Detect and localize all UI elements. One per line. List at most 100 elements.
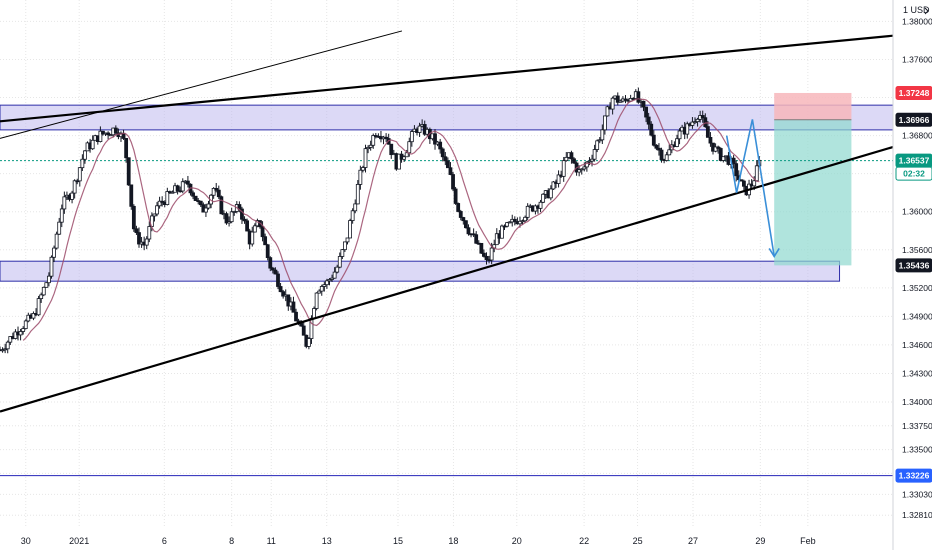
candle-body	[445, 160, 450, 169]
candle-body	[252, 225, 257, 233]
candle-body	[657, 147, 661, 151]
price-tag-label: 1.37248	[899, 88, 930, 98]
candle-body	[525, 205, 530, 218]
price-tag-label: 1.33226	[899, 471, 930, 481]
candle-body	[335, 266, 340, 273]
candle-body	[579, 168, 584, 171]
candle-body	[276, 273, 280, 287]
candle-body	[734, 163, 739, 177]
candle-body	[500, 225, 504, 239]
candle-body	[170, 191, 175, 194]
candle-body	[384, 136, 389, 139]
candle-body	[623, 98, 628, 101]
candle-body	[443, 156, 448, 162]
candle-body	[348, 220, 352, 239]
candle-body	[590, 158, 594, 162]
candle-body	[651, 134, 656, 146]
moving-average	[22, 98, 760, 341]
candle-body	[281, 291, 286, 297]
candle-body	[667, 149, 672, 156]
time-axis[interactable]: 30 2021 6 8 11 13 15 18 20 22 25 27 29 Feb	[21, 536, 816, 546]
candle-body	[317, 290, 322, 294]
candle-body	[90, 139, 95, 150]
candle-body	[8, 336, 13, 343]
x-tick-label: 8	[229, 536, 234, 546]
candle-body	[152, 213, 157, 217]
price-tag-label: 1.36537	[899, 156, 930, 166]
candle-body	[448, 167, 453, 175]
price-tag-label: 1.35436	[899, 260, 930, 270]
candle-body	[216, 189, 221, 198]
candle-body	[404, 152, 409, 158]
projection-path[interactable]	[725, 119, 780, 258]
chevron-icon[interactable]	[924, 7, 929, 15]
candle-body	[54, 233, 59, 249]
support-zone[interactable]	[0, 260, 841, 282]
candle-body	[62, 196, 67, 210]
candle-body	[175, 185, 180, 192]
price-axis-bg	[893, 0, 932, 550]
candle-body	[507, 221, 512, 224]
x-tick-label: 20	[512, 536, 522, 546]
candle-body	[23, 320, 28, 329]
candle-body	[664, 154, 669, 161]
x-tick-label: 29	[755, 536, 765, 546]
candle-body	[147, 226, 152, 240]
candle-body	[703, 117, 708, 127]
y-tick-label: 1.37600	[902, 54, 932, 64]
candle-body	[708, 136, 713, 144]
candle-body	[453, 188, 458, 204]
candle-body	[327, 279, 332, 282]
y-tick-label: 1.33030	[902, 489, 932, 499]
stop-loss-zone[interactable]	[774, 92, 852, 120]
candle-body	[126, 157, 131, 186]
candle-body	[106, 132, 111, 136]
candle-body	[695, 118, 700, 123]
candle-body	[193, 195, 198, 201]
candle-body	[451, 174, 455, 190]
candle-body	[345, 237, 350, 243]
x-tick-label: 6	[162, 536, 167, 546]
candle-body	[75, 180, 80, 183]
candle-body	[44, 282, 49, 288]
trendlines[interactable]	[0, 30, 894, 413]
short-position-tool[interactable]	[774, 92, 852, 266]
price-tag: 1.36966	[895, 112, 932, 127]
candle-body	[49, 256, 54, 277]
candle-body	[569, 152, 574, 160]
candle-body	[618, 100, 623, 103]
candle-body	[124, 138, 129, 159]
candle-body	[556, 174, 561, 184]
candle-body	[294, 311, 298, 322]
price-tag-bg	[895, 258, 932, 273]
candle-body	[389, 143, 394, 156]
candle-body	[191, 192, 195, 197]
candle-body	[59, 208, 64, 223]
candle-body	[36, 298, 41, 316]
lower-channel-line[interactable]	[0, 145, 894, 413]
candle-body	[31, 313, 36, 319]
x-tick-label: 2021	[69, 536, 89, 546]
upper-channel-line[interactable]	[0, 34, 894, 123]
candle-body	[752, 180, 757, 187]
candle-body	[654, 144, 659, 149]
candle-body	[644, 106, 648, 118]
ma-line	[22, 98, 760, 341]
candle-body	[77, 167, 82, 182]
price-zones[interactable]	[0, 104, 894, 282]
x-tick-label: Feb	[800, 536, 816, 546]
candle-body	[57, 221, 62, 235]
candle-body	[245, 220, 250, 232]
old-trendline[interactable]	[0, 30, 403, 139]
projection-line[interactable]	[725, 119, 775, 257]
candle-body	[206, 203, 211, 209]
candle-body	[80, 158, 85, 169]
candle-body	[466, 227, 471, 235]
take-profit-zone[interactable]	[774, 119, 852, 266]
candle-body	[113, 127, 118, 134]
candle-body	[587, 160, 592, 163]
candle-body	[690, 121, 695, 126]
